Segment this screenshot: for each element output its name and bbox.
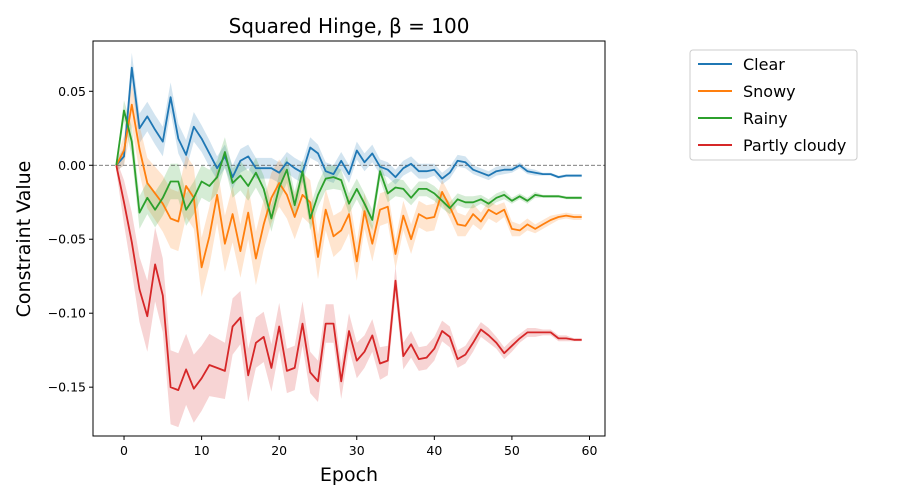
y-tick-label: −0.05 [48, 232, 86, 247]
plot-area [92, 40, 606, 437]
legend-label: Rainy [743, 109, 788, 128]
plot-frame [92, 40, 606, 437]
legend-frame [689, 49, 858, 161]
series-line-partly-cloudy [115, 165, 582, 392]
chart-title: Squared Hinge, β = 100 [229, 14, 470, 38]
y-tick-label: −0.10 [48, 306, 86, 321]
y-axis-label: Constraint Value [13, 161, 35, 318]
legend-label: Snowy [743, 82, 796, 101]
confidence-bands [116, 52, 582, 428]
legend-label: Partly cloudy [743, 136, 846, 155]
x-tick-label: 20 [271, 443, 287, 458]
x-tick-label: 30 [349, 443, 365, 458]
confidence-band-clear [116, 52, 582, 189]
series-lines [115, 66, 582, 392]
confidence-band-rainy [116, 100, 582, 232]
legend: Clear Snowy Rainy Partly cloudy [689, 49, 858, 161]
y-tick-label: 0.05 [58, 84, 86, 99]
plot-background [93, 41, 605, 436]
y-axis-ticks: 0.05 0.00 −0.05 −0.10 −0.15 [48, 84, 93, 395]
x-tick-label: 0 [120, 443, 128, 458]
confidence-band-partly-cloudy [116, 159, 582, 428]
x-tick-label: 40 [426, 443, 442, 458]
series-line-rainy [115, 109, 582, 221]
y-tick-label: −0.15 [48, 380, 86, 395]
x-axis-ticks: 0 10 20 30 40 50 60 [120, 436, 597, 458]
x-tick-label: 60 [582, 443, 598, 458]
x-tick-label: 50 [504, 443, 520, 458]
x-axis-label: Epoch [320, 464, 378, 486]
x-tick-label: 10 [194, 443, 210, 458]
y-tick-label: 0.00 [58, 158, 86, 173]
series-line-clear [115, 66, 582, 180]
legend-label: Clear [743, 55, 785, 74]
